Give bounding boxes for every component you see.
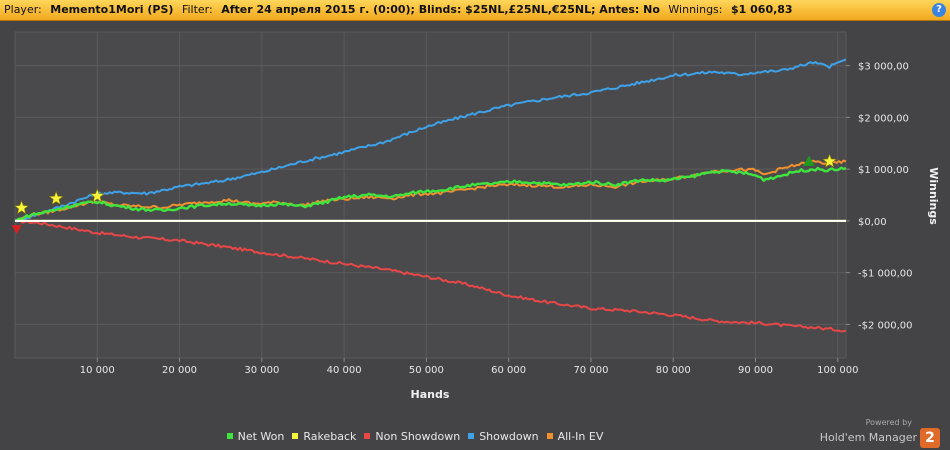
legend-item-net-won[interactable]: Net Won bbox=[226, 430, 285, 443]
player-label: Player: bbox=[4, 3, 42, 16]
legend-label: Rakeback bbox=[303, 430, 357, 443]
y-tick-label: -$1 000,00 bbox=[858, 269, 913, 280]
powered-by-text: Powered by bbox=[865, 418, 912, 427]
legend-label: Non Showdown bbox=[375, 430, 461, 443]
y-tick-label: -$2 000,00 bbox=[858, 320, 913, 331]
x-tick-label: 60 000 bbox=[491, 365, 526, 376]
y-tick-label: $0,00 bbox=[858, 217, 887, 228]
x-tick-label: 70 000 bbox=[573, 365, 608, 376]
product-name: Hold'em Manager bbox=[819, 431, 917, 444]
star-marker bbox=[14, 200, 29, 215]
plot-area bbox=[14, 31, 847, 359]
x-tick-label: 30 000 bbox=[244, 365, 279, 376]
winnings-label: Winnings: bbox=[668, 3, 723, 16]
x-axis-label: Hands bbox=[411, 388, 450, 401]
filter-bar: Player: Memento1Mori (PS) Filter: After … bbox=[0, 0, 950, 21]
legend-item-rakeback[interactable]: Rakeback bbox=[292, 430, 356, 443]
triangle-down-marker bbox=[11, 225, 22, 235]
legend-label: All-In EV bbox=[557, 430, 604, 443]
y-tick-label: $3 000,00 bbox=[858, 62, 909, 73]
legend-swatch bbox=[364, 433, 371, 439]
legend-label: Net Won bbox=[237, 430, 285, 443]
markers bbox=[11, 153, 837, 235]
hem-logo-badge: 2 bbox=[920, 427, 940, 448]
legend-item-showdown[interactable]: Showdown bbox=[468, 430, 539, 443]
series-line-non-showdown bbox=[14, 219, 847, 333]
y-tick-label: $1 000,00 bbox=[858, 165, 909, 176]
chart-legend: Net Won Rakeback Non Showdown Showdown All-I… bbox=[0, 430, 830, 443]
grid bbox=[15, 32, 846, 358]
player-value: Memento1Mori (PS) bbox=[50, 3, 174, 16]
legend-swatch bbox=[226, 433, 233, 439]
x-tick-label: 40 000 bbox=[327, 365, 362, 376]
x-tick-label: 100 000 bbox=[817, 365, 858, 376]
x-tick-label: 80 000 bbox=[656, 365, 691, 376]
x-tick-label: 50 000 bbox=[409, 365, 444, 376]
legend-item-non-showdown[interactable]: Non Showdown bbox=[364, 430, 460, 443]
series-line-showdown bbox=[14, 58, 847, 223]
x-tick-labels: 10 000 20 000 30 000 40 000 50 000 60 000 70 0… bbox=[80, 358, 858, 376]
y-tick-label: $2 000,00 bbox=[858, 113, 909, 124]
star-marker bbox=[48, 190, 64, 205]
x-tick-label: 10 000 bbox=[80, 365, 115, 376]
triangle-up-marker bbox=[802, 155, 815, 166]
winnings-chart: 10 000 20 000 30 000 40 000 50 000 60 000 70 0… bbox=[11, 31, 940, 401]
y-axis-label: Winnings bbox=[927, 167, 940, 225]
legend-swatch bbox=[546, 433, 553, 439]
star-marker bbox=[822, 153, 837, 168]
series-line-net-won bbox=[14, 166, 847, 222]
legend-swatch bbox=[292, 433, 299, 439]
legend-item-all-in-ev[interactable]: All-In EV bbox=[546, 430, 604, 443]
help-icon[interactable]: ? bbox=[932, 3, 946, 17]
x-tick-label: 90 000 bbox=[738, 365, 773, 376]
filter-value: After 24 апреля 2015 г. (0:00); Blinds: … bbox=[221, 3, 660, 16]
star-marker bbox=[89, 188, 105, 203]
legend-label: Showdown bbox=[479, 430, 539, 443]
winnings-value: $1 060,83 bbox=[731, 3, 793, 16]
filter-label: Filter: bbox=[181, 3, 213, 16]
x-tick-label: 20 000 bbox=[162, 365, 197, 376]
branding: Powered by Hold'em Manager 2 bbox=[820, 418, 940, 448]
y-tick-labels: $3 000,00 $2 000,00 $1 000,00 $0,00 -$1 000,… bbox=[846, 62, 913, 331]
legend-swatch bbox=[468, 433, 475, 439]
